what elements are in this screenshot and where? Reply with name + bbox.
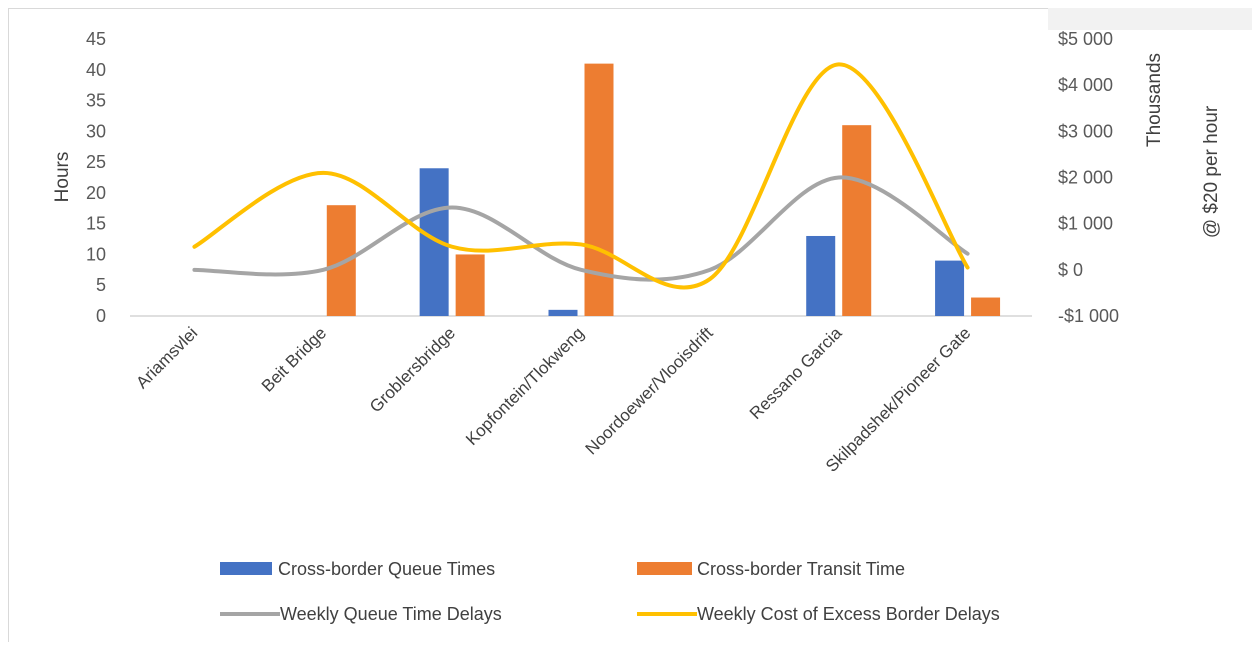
- y-axis-title: Hours: [52, 152, 73, 203]
- y-tick-label: 10: [86, 244, 106, 264]
- corner-shade: [1048, 8, 1252, 30]
- category-label: Skilpadshek/Pioneer Gate: [822, 323, 974, 475]
- bar-transit-time: [842, 125, 872, 316]
- legend: Cross-border Queue Times Cross-border Tr…: [220, 559, 1000, 624]
- category-label: Ariamsvlei: [132, 323, 201, 392]
- y-tick-label: 25: [86, 152, 106, 172]
- y-axis-right-ticks: -$1 000 $ 0 $1 000 $2 000 $3 000 $4 000 $5 000: [1058, 29, 1119, 326]
- y2-tick-label: $1 000: [1058, 214, 1113, 234]
- y-tick-label: 45: [86, 29, 106, 49]
- legend-label-transit-time: Cross-border Transit Time: [697, 559, 905, 579]
- bar-transit-time: [455, 254, 485, 316]
- y2-axis-units: Thousands: [1144, 53, 1165, 147]
- y2-tick-label: $5 000: [1058, 29, 1113, 49]
- y-tick-label: 5: [96, 275, 106, 295]
- legend-label-queue-delays: Weekly Queue Time Delays: [280, 604, 502, 624]
- bar-transit-time: [326, 205, 356, 316]
- bar-queue-times: [806, 235, 836, 316]
- y2-tick-label: $3 000: [1058, 121, 1113, 141]
- legend-label-cost-delays: Weekly Cost of Excess Border Delays: [697, 604, 1000, 624]
- legend-swatch-queue-times: [220, 562, 272, 575]
- bar-transit-time: [971, 297, 1001, 316]
- bar-queue-times: [935, 260, 965, 316]
- category-labels: Ariamsvlei Beit Bridge Groblersbridge Kopfo…: [132, 323, 974, 476]
- category-label: Noordoewer/Vlooisdrift: [582, 323, 717, 458]
- bar-queue-times: [548, 309, 578, 316]
- category-label: Kopfontein/Tlokweng: [462, 323, 588, 449]
- y-axis-left-ticks: 0 5 10 15 20 25 30 35 40 45: [86, 29, 106, 326]
- y2-axis-title: @ $20 per hour: [1201, 105, 1222, 238]
- line-weekly-cost-delays: [192, 62, 970, 290]
- y2-tick-label: $4 000: [1058, 75, 1113, 95]
- chart-frame: [8, 8, 1248, 642]
- lines-layer: [192, 62, 970, 290]
- y-tick-label: 35: [86, 91, 106, 111]
- y2-tick-label: $ 0: [1058, 260, 1083, 280]
- line-weekly-queue-delays: [192, 175, 970, 282]
- y-tick-label: 0: [96, 306, 106, 326]
- category-label: Groblersbridge: [366, 323, 459, 416]
- y2-tick-label: -$1 000: [1058, 306, 1119, 326]
- y2-tick-label: $2 000: [1058, 168, 1113, 188]
- legend-label-queue-times: Cross-border Queue Times: [278, 559, 495, 579]
- bars-layer: [326, 63, 1001, 316]
- y-tick-label: 15: [86, 214, 106, 234]
- y-tick-label: 20: [86, 183, 106, 203]
- y-tick-label: 30: [86, 121, 106, 141]
- bar-transit-time: [584, 63, 614, 316]
- category-label: Ressano Garcia: [746, 323, 846, 423]
- legend-swatch-transit-time: [637, 562, 692, 575]
- y-tick-label: 40: [86, 60, 106, 80]
- category-label: Beit Bridge: [258, 323, 330, 395]
